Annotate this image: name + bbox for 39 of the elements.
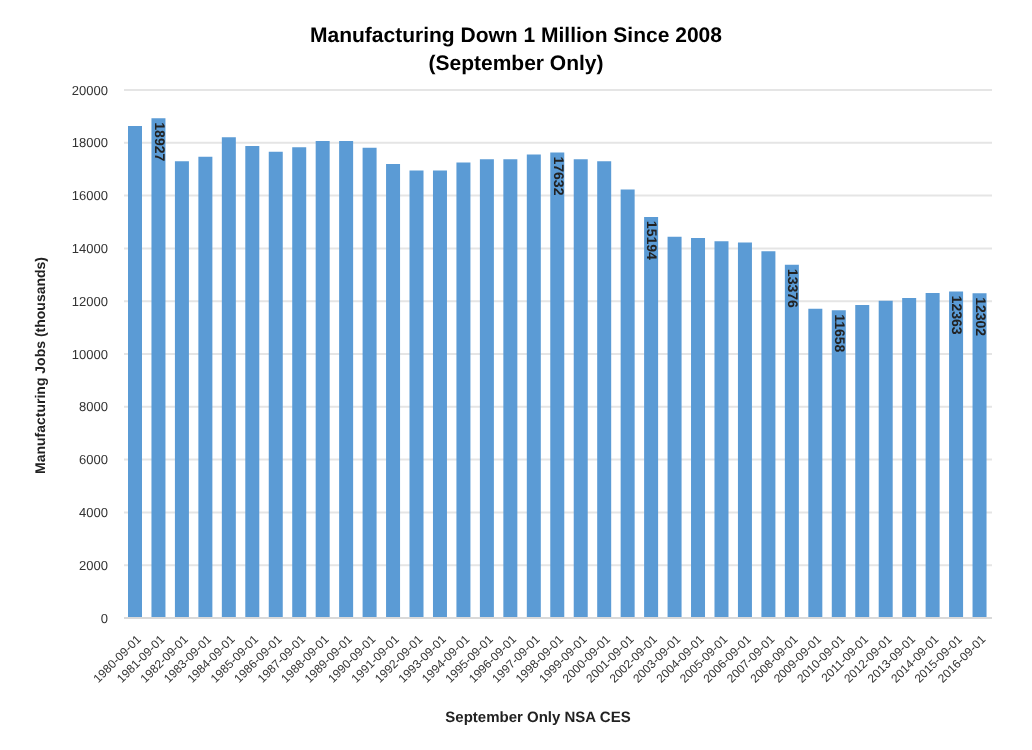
bar <box>456 162 471 618</box>
bar <box>479 159 494 618</box>
bar <box>221 137 236 618</box>
bar <box>362 147 377 618</box>
bar <box>268 151 283 618</box>
bar <box>432 170 447 618</box>
bar <box>972 293 987 618</box>
bar <box>667 236 682 618</box>
bar <box>526 154 541 618</box>
bar <box>831 310 846 618</box>
bar <box>784 264 799 618</box>
bar <box>503 159 518 618</box>
bar <box>315 140 330 618</box>
bar <box>573 159 588 618</box>
bar <box>409 170 424 618</box>
bar <box>292 147 307 618</box>
bar <box>855 304 870 618</box>
bar <box>597 161 612 618</box>
bar <box>949 291 964 618</box>
bar <box>386 163 401 618</box>
bar <box>644 216 659 618</box>
bar <box>925 293 940 618</box>
bar <box>245 145 260 618</box>
bar <box>691 238 706 618</box>
bar <box>550 152 565 618</box>
bar <box>339 140 354 618</box>
bar <box>761 251 776 618</box>
chart-title: Manufacturing Down 1 Million Since 2008 <box>308 22 724 50</box>
bar <box>620 189 635 618</box>
bar <box>808 308 823 618</box>
bar <box>198 156 213 618</box>
bar <box>174 161 189 618</box>
bar <box>902 298 917 618</box>
bar <box>878 300 893 618</box>
bar <box>151 118 166 618</box>
bar <box>714 241 729 618</box>
chart-subtitle: (September Only) <box>426 50 606 78</box>
bar <box>737 242 752 618</box>
bar <box>128 125 142 618</box>
